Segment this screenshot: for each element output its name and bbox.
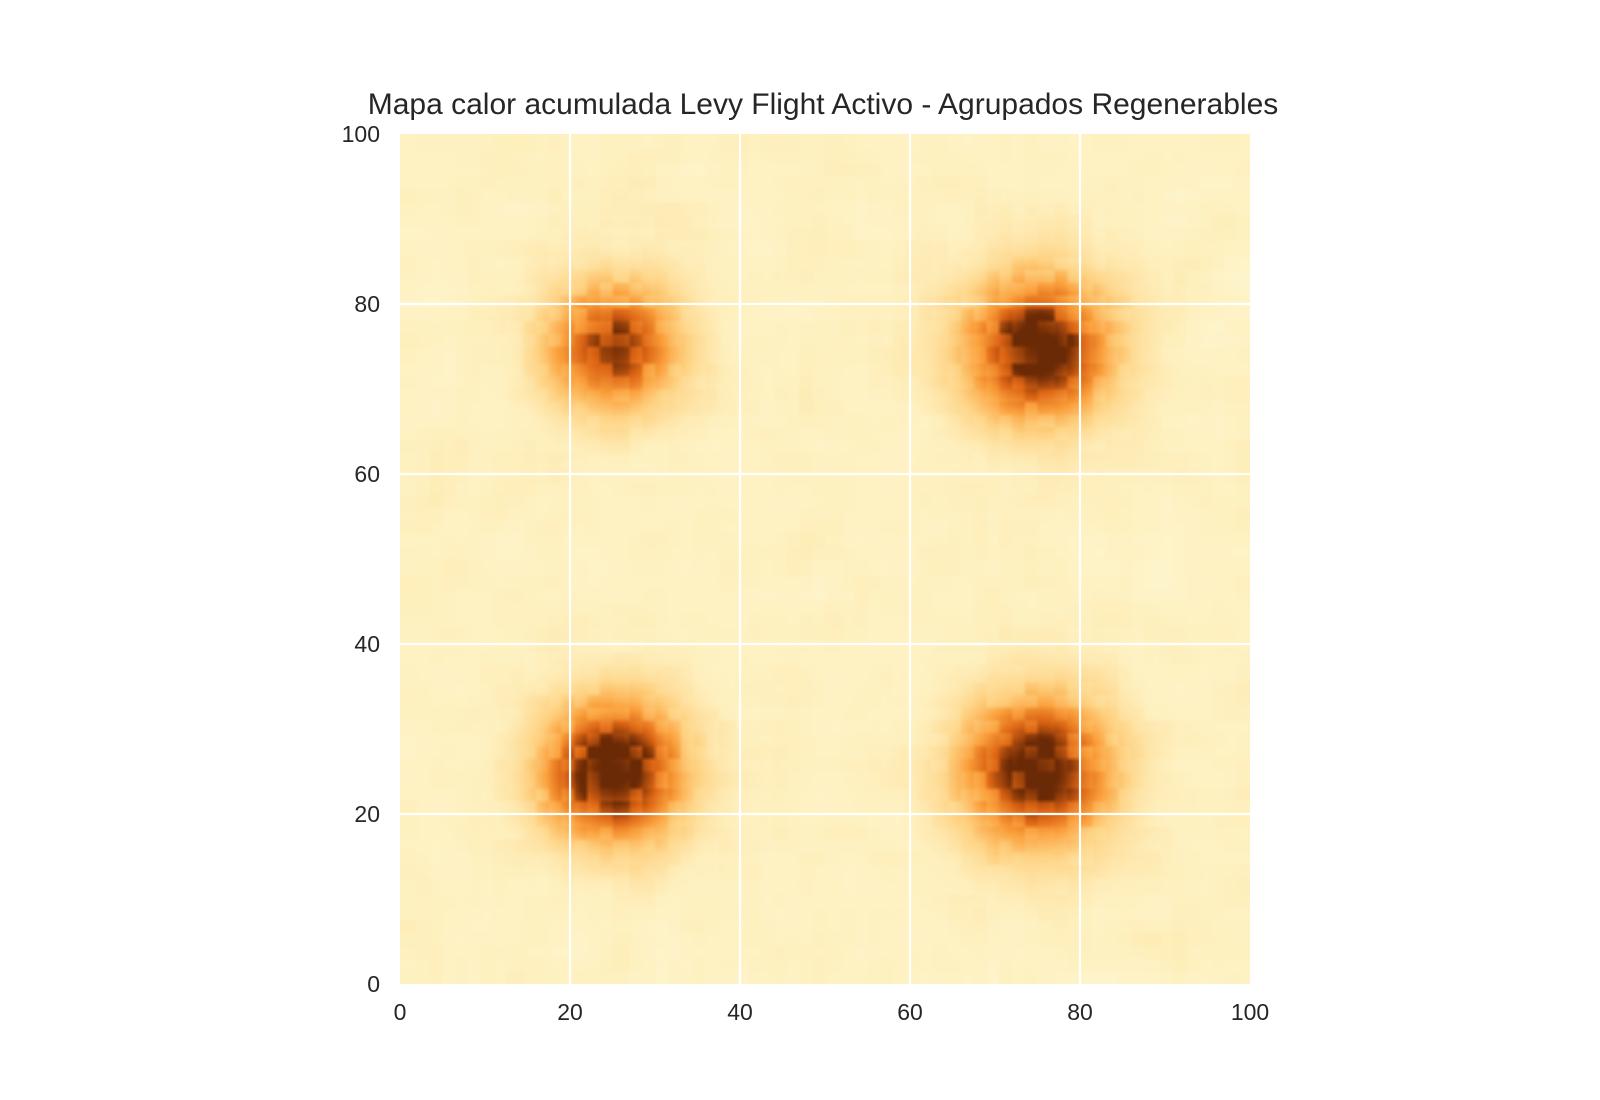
y-tick-label: 20 [354, 801, 380, 827]
y-tick-label: 0 [367, 971, 380, 997]
y-tick-label: 60 [354, 461, 380, 487]
x-tick-label: 60 [897, 999, 923, 1025]
x-tick-label: 0 [394, 999, 407, 1025]
heatmap-image [400, 134, 1250, 984]
x-tick-label: 20 [557, 999, 583, 1025]
y-tick-label: 80 [354, 291, 380, 317]
x-tick-label: 40 [727, 999, 753, 1025]
heatmap-area [400, 134, 1250, 984]
grid-lines [400, 134, 1250, 984]
x-tick-label: 100 [1231, 999, 1269, 1025]
y-tick-label: 40 [354, 631, 380, 657]
axis-ticks: 0 20 40 60 80 100 0 20 40 60 80 100 [342, 121, 1270, 1025]
y-tick-label: 100 [342, 121, 380, 147]
x-tick-label: 80 [1067, 999, 1093, 1025]
chart-title: Mapa calor acumulada Levy Flight Activo … [368, 88, 1279, 121]
